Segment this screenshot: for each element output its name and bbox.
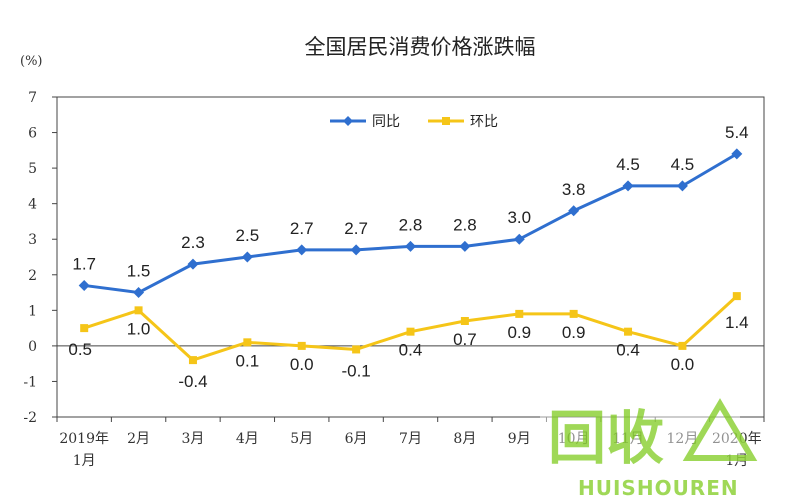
y-axis: 7 6 5 4 3 2 1 0 -1 -2 <box>23 90 57 426</box>
watermark-mountain-icon <box>682 398 758 461</box>
data-labels-group: 1.7 1.5 2.3 2.5 2.7 2.7 2.8 2.8 3.0 3.8 4.5 4.5 5.4 0… <box>68 123 748 391</box>
data-point <box>513 233 525 245</box>
x-tick-label: 2019年 <box>59 431 109 447</box>
x-tick-label: 10月 <box>558 431 590 447</box>
data-point <box>624 327 633 336</box>
data-point <box>78 279 90 291</box>
data-label: 0.7 <box>453 330 477 349</box>
y-axis-unit-label: (%) <box>20 54 43 69</box>
x-tick-label: 2月 <box>127 431 150 447</box>
y-tick-label: 1 <box>28 303 37 319</box>
data-point <box>405 240 416 252</box>
data-label: 5.4 <box>725 123 749 142</box>
data-label: 1.7 <box>72 254 96 273</box>
y-tick-label: 4 <box>28 197 37 213</box>
data-label: 1.5 <box>127 262 151 281</box>
x-tick-label: 7月 <box>399 431 422 447</box>
data-point <box>350 244 362 256</box>
data-point <box>297 341 306 350</box>
data-label: 0.9 <box>507 323 531 342</box>
data-label: 0.4 <box>616 341 640 360</box>
x-tick-label: 6月 <box>345 431 368 447</box>
data-label: 1.0 <box>127 319 151 338</box>
legend-marker <box>343 116 353 126</box>
x-tick-label: 2020年 <box>712 431 762 447</box>
data-label: 0.1 <box>236 351 260 370</box>
data-label: 0.0 <box>290 355 314 374</box>
data-point <box>241 251 253 263</box>
x-tick-label: 11月 <box>612 431 644 447</box>
data-point <box>296 244 308 256</box>
x-tick-label: 3月 <box>182 431 205 447</box>
x-tick-label: 12月 <box>667 431 699 447</box>
chart-title: 全国居民消费价格涨跌幅 <box>305 35 536 59</box>
data-point <box>459 240 471 252</box>
data-point <box>622 180 634 192</box>
y-tick-label: 3 <box>28 232 37 248</box>
data-point <box>352 345 361 354</box>
data-point <box>460 317 469 325</box>
data-point <box>133 287 145 299</box>
data-point <box>676 180 688 192</box>
data-label: 2.7 <box>344 219 368 238</box>
y-tick-label: 7 <box>28 90 37 106</box>
data-label: -0.1 <box>341 361 370 380</box>
data-label: 2.8 <box>399 215 423 234</box>
data-point <box>515 309 524 318</box>
watermark-main-text: 回收 <box>548 404 664 472</box>
y-tick-label: -1 <box>23 374 37 390</box>
x-tick-label: 8月 <box>453 431 476 447</box>
data-point <box>134 306 143 315</box>
data-point <box>188 356 197 365</box>
data-label: 3.8 <box>562 180 586 199</box>
y-tick-label: -2 <box>23 410 37 426</box>
legend-marker <box>442 117 450 125</box>
plot-area-frame <box>56 96 765 418</box>
data-point <box>406 327 415 336</box>
y-tick-label: 5 <box>28 161 37 177</box>
data-label: -0.4 <box>178 372 207 391</box>
data-label: 2.3 <box>181 233 205 252</box>
legend-label: 环比 <box>470 114 498 130</box>
data-point <box>243 338 252 347</box>
data-point <box>731 148 743 160</box>
data-label: 0.5 <box>68 340 92 359</box>
data-label: 1.4 <box>725 313 749 332</box>
data-point <box>678 341 687 350</box>
data-point <box>568 205 580 217</box>
y-tick-label: 6 <box>28 126 37 142</box>
data-label: 3.0 <box>507 208 531 227</box>
data-label: 4.5 <box>616 155 640 174</box>
data-label: 2.7 <box>290 219 314 238</box>
x-tick-label: 9月 <box>508 431 531 447</box>
x-tick-label: 5月 <box>290 431 313 447</box>
data-point <box>732 292 741 301</box>
y-tick-label: 2 <box>28 268 37 284</box>
data-label: 0.0 <box>671 355 695 374</box>
data-label: 0.9 <box>562 323 586 342</box>
data-label: 2.8 <box>453 215 477 234</box>
data-point <box>80 324 89 333</box>
data-point <box>187 258 199 270</box>
watermark-logo: 回收 HUISHOUREN <box>540 398 758 500</box>
data-label: 4.5 <box>671 155 695 174</box>
data-point <box>569 309 578 318</box>
series-group <box>78 148 743 365</box>
legend-label: 同比 <box>372 114 400 130</box>
data-label: 2.5 <box>236 226 260 245</box>
legend: 同比 环比 <box>330 114 498 130</box>
watermark-sub-text: HUISHOUREN <box>578 476 739 500</box>
data-label: 0.4 <box>399 341 423 360</box>
x-tick-label: 4月 <box>236 431 259 447</box>
y-tick-label: 0 <box>28 339 37 355</box>
x-tick-label: 1月 <box>73 453 96 469</box>
